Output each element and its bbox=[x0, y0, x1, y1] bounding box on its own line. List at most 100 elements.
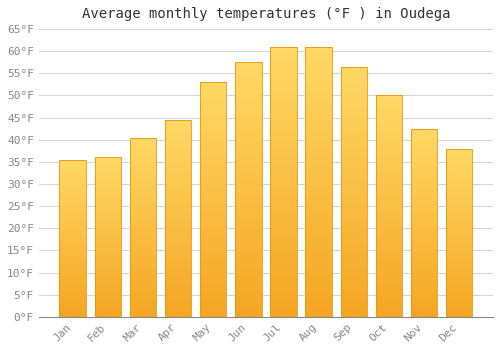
Bar bbox=[165, 189, 191, 191]
Bar bbox=[376, 175, 402, 177]
Bar bbox=[411, 206, 438, 208]
Bar bbox=[446, 308, 472, 310]
Bar bbox=[306, 279, 332, 282]
Bar bbox=[411, 144, 438, 146]
Bar bbox=[165, 120, 191, 122]
Bar bbox=[200, 277, 226, 279]
Bar bbox=[340, 127, 367, 129]
Bar bbox=[340, 99, 367, 102]
Bar bbox=[130, 141, 156, 143]
Bar bbox=[446, 196, 472, 197]
Bar bbox=[446, 149, 472, 317]
Bar bbox=[130, 163, 156, 164]
Bar bbox=[411, 259, 438, 260]
Bar bbox=[200, 188, 226, 190]
Bar bbox=[411, 183, 438, 185]
Bar bbox=[60, 282, 86, 284]
Bar bbox=[130, 304, 156, 306]
Bar bbox=[340, 129, 367, 132]
Bar bbox=[340, 202, 367, 204]
Bar bbox=[270, 260, 296, 263]
Bar bbox=[200, 246, 226, 249]
Bar bbox=[340, 209, 367, 212]
Bar bbox=[411, 180, 438, 181]
Bar bbox=[235, 146, 262, 149]
Bar bbox=[270, 201, 296, 203]
Bar bbox=[446, 268, 472, 270]
Bar bbox=[306, 209, 332, 211]
Bar bbox=[94, 218, 121, 219]
Bar bbox=[165, 157, 191, 159]
Bar bbox=[94, 251, 121, 253]
Bar bbox=[130, 170, 156, 172]
Bar bbox=[376, 286, 402, 288]
Bar bbox=[235, 134, 262, 136]
Bar bbox=[94, 282, 121, 284]
Bar bbox=[60, 226, 86, 227]
Bar bbox=[130, 312, 156, 313]
Bar bbox=[376, 264, 402, 266]
Bar bbox=[270, 282, 296, 285]
Bar bbox=[60, 290, 86, 292]
Bar bbox=[411, 155, 438, 157]
Bar bbox=[165, 256, 191, 258]
Bar bbox=[165, 293, 191, 295]
Bar bbox=[376, 140, 402, 142]
Bar bbox=[340, 267, 367, 269]
Bar bbox=[165, 153, 191, 155]
Bar bbox=[200, 174, 226, 176]
Bar bbox=[270, 87, 296, 90]
Bar bbox=[165, 151, 191, 153]
Bar bbox=[200, 199, 226, 202]
Bar bbox=[446, 300, 472, 302]
Bar bbox=[165, 183, 191, 185]
Bar bbox=[130, 301, 156, 302]
Bar bbox=[270, 179, 296, 182]
Bar bbox=[340, 67, 367, 69]
Bar bbox=[270, 66, 296, 68]
Bar bbox=[235, 149, 262, 151]
Bar bbox=[270, 209, 296, 211]
Bar bbox=[446, 258, 472, 260]
Bar bbox=[60, 191, 86, 193]
Bar bbox=[306, 266, 332, 268]
Bar bbox=[94, 298, 121, 299]
Bar bbox=[165, 138, 191, 140]
Bar bbox=[94, 197, 121, 199]
Bar bbox=[306, 47, 332, 49]
Bar bbox=[165, 169, 191, 171]
Bar bbox=[306, 303, 332, 306]
Bar bbox=[446, 234, 472, 236]
Bar bbox=[94, 269, 121, 271]
Bar bbox=[165, 297, 191, 299]
Bar bbox=[306, 171, 332, 174]
Bar bbox=[130, 302, 156, 304]
Bar bbox=[306, 287, 332, 290]
Bar bbox=[411, 208, 438, 210]
Bar bbox=[165, 141, 191, 144]
Bar bbox=[235, 312, 262, 314]
Bar bbox=[60, 182, 86, 183]
Bar bbox=[235, 123, 262, 126]
Bar bbox=[411, 229, 438, 230]
Bar bbox=[60, 218, 86, 219]
Bar bbox=[411, 153, 438, 155]
Bar bbox=[270, 266, 296, 268]
Bar bbox=[200, 244, 226, 246]
Bar bbox=[130, 277, 156, 279]
Bar bbox=[130, 251, 156, 252]
Bar bbox=[60, 240, 86, 242]
Bar bbox=[235, 228, 262, 230]
Bar bbox=[235, 223, 262, 225]
Bar bbox=[94, 261, 121, 262]
Bar bbox=[270, 187, 296, 190]
Bar bbox=[411, 257, 438, 259]
Bar bbox=[165, 228, 191, 230]
Bar bbox=[376, 202, 402, 204]
Bar bbox=[446, 239, 472, 241]
Bar bbox=[446, 275, 472, 276]
Bar bbox=[376, 310, 402, 313]
Bar bbox=[340, 77, 367, 79]
Bar bbox=[60, 180, 86, 182]
Bar bbox=[60, 312, 86, 314]
